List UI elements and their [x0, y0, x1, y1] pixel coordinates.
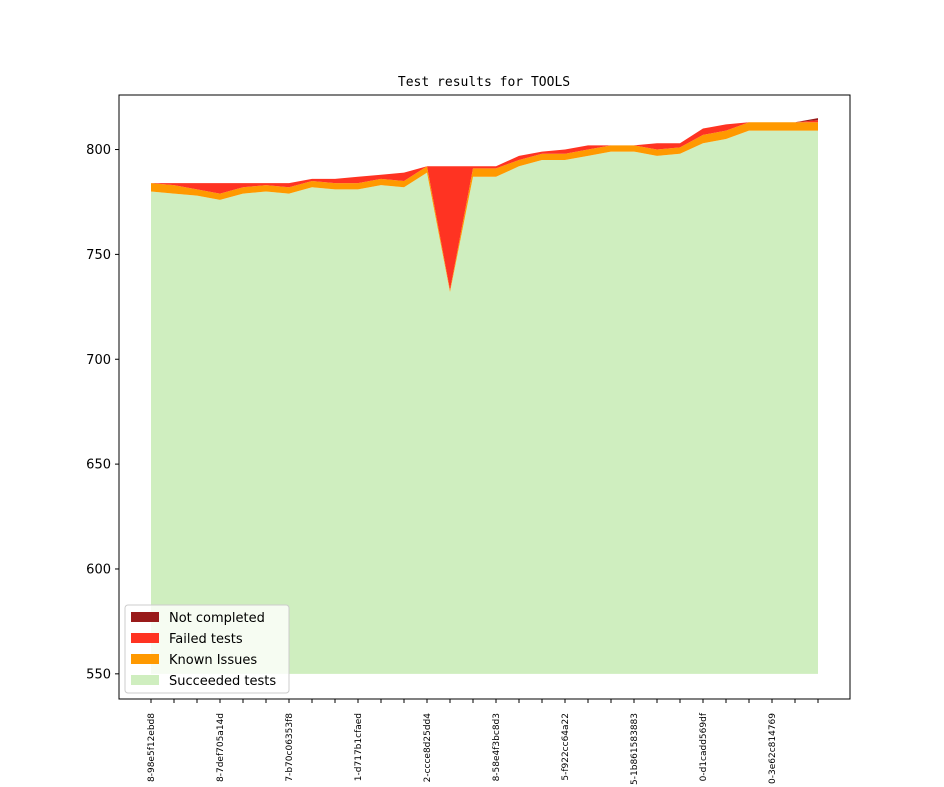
- legend-box: [124, 604, 290, 694]
- x-tick-label: 7-b70c06353f8: [285, 713, 295, 782]
- x-tick-label: 2-ccce8d25dd4: [423, 713, 433, 783]
- x-tick-label: 8-58e4f3bc8d3: [492, 713, 502, 781]
- y-tick-label: 800: [86, 143, 111, 158]
- chart-title: Test results for TOOLS: [398, 75, 570, 90]
- x-tick-label: 5-1b861583883: [630, 713, 640, 785]
- y-tick-label: 550: [86, 667, 111, 682]
- legend-swatch: [131, 654, 159, 664]
- legend-label: Failed tests: [169, 632, 243, 647]
- x-tick-label: 5-f922cc64a22: [561, 713, 571, 781]
- legend: Not completed Failed tests Known Issues Suc…: [124, 604, 290, 694]
- area-series-group: [151, 118, 818, 674]
- x-tick-label: 1-d717b1cfaed: [354, 713, 364, 781]
- legend-label: Succeeded tests: [169, 674, 276, 689]
- plot-frame: [118, 94, 851, 700]
- x-tick-label: 8-98e5f12ebd8: [147, 713, 157, 782]
- y-tick-label: 700: [86, 353, 111, 368]
- legend-swatch: [131, 612, 159, 622]
- area-succeeded-tests: [151, 130, 818, 674]
- y-axis: 550 600 650 700 750 800: [86, 143, 119, 682]
- y-tick-label: 650: [86, 458, 111, 473]
- y-tick-label: 750: [86, 248, 111, 263]
- x-tick-label: 0-3e62c814769: [768, 713, 778, 784]
- x-tick-label: 0-d1cadd569df: [699, 712, 709, 781]
- x-tick-label: 8-7def705a14d: [216, 713, 226, 782]
- legend-swatch: [131, 675, 159, 685]
- y-tick-label: 600: [86, 562, 111, 577]
- legend-swatch: [131, 633, 159, 643]
- x-axis: 8-98e5f12ebd8 8-7def705a14d 7-b70c06353f8 1…: [147, 699, 819, 785]
- legend-label: Not completed: [169, 611, 265, 626]
- legend-label: Known Issues: [169, 653, 257, 668]
